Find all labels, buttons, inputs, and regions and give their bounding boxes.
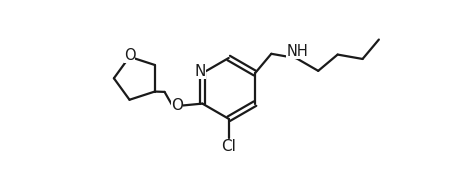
Text: O: O	[124, 48, 135, 63]
Text: O: O	[171, 98, 183, 113]
Text: Cl: Cl	[221, 139, 236, 154]
Text: N: N	[194, 64, 206, 79]
Text: NH: NH	[286, 44, 308, 59]
